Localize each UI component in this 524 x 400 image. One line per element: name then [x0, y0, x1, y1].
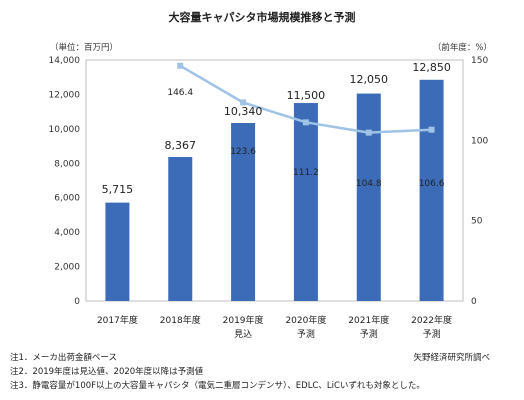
bar [419, 79, 444, 302]
x-category-label: 2018年度 [160, 314, 201, 326]
x-category-label: 2017年度 [97, 314, 138, 326]
note-1: 注1．メーカ出荷金額ベース [10, 352, 117, 363]
bar [356, 93, 381, 301]
y-right-tick-label: 50 [471, 217, 483, 227]
x-category-sublabel: 予測 [297, 328, 315, 340]
x-category-label: 2022年度 [411, 314, 452, 326]
x-category-label: 2019年度 [223, 314, 264, 326]
bar [105, 202, 130, 301]
y-left-tick-label: 14,000 [49, 56, 81, 66]
rate-value-label: 123.6 [230, 147, 256, 157]
rate-value-label: 146.4 [167, 88, 193, 98]
y-right-tick-label: 100 [471, 136, 488, 146]
bar-value-label: 11,500 [287, 89, 326, 102]
bar-value-label: 5,715 [102, 183, 134, 196]
y-left-tick-label: 12,000 [49, 90, 81, 100]
bar-value-label: 8,367 [165, 139, 197, 152]
left-unit-label: （単位：百万円） [50, 42, 118, 53]
y-right-tick-label: 150 [471, 56, 488, 66]
rate-marker [177, 62, 184, 69]
y-left-tick-label: 10,000 [49, 125, 81, 135]
bar-value-label: 10,340 [224, 105, 263, 118]
x-category-label: 2020年度 [285, 314, 326, 326]
rate-marker [240, 99, 247, 106]
source-label: 矢野経済研究所調べ [413, 352, 490, 363]
rate-value-label: 106.6 [419, 179, 445, 189]
x-category-sublabel: 見込 [234, 329, 252, 340]
rate-marker [428, 126, 435, 133]
bar-value-label: 12,050 [350, 73, 389, 86]
plot-area [85, 59, 464, 302]
rate-value-label: 111.2 [293, 168, 319, 178]
y-left-tick-label: 2,000 [54, 263, 80, 273]
rate-value-label: 104.8 [356, 179, 382, 189]
rate-marker [302, 119, 309, 126]
y-left-tick-label: 4,000 [54, 228, 80, 238]
y-left-tick-label: 0 [74, 297, 80, 307]
chart-title: 大容量キャパシタ市場規模推移と予測 [169, 10, 356, 24]
x-category-sublabel: 予測 [423, 328, 441, 340]
bar [168, 156, 193, 301]
right-unit-label: （前年度：%） [433, 42, 492, 53]
y-left-tick-label: 8,000 [54, 159, 80, 169]
x-category-sublabel: 予測 [360, 328, 378, 340]
rate-marker [365, 129, 372, 136]
note-3: 注3．静電容量が100F以上の大容量キャパシタ（電気二重層コンデンサ）、EDLC… [10, 380, 425, 391]
y-right-tick-label: 0 [471, 297, 477, 307]
x-category-label: 2021年度 [348, 314, 389, 326]
bar-value-label: 12,850 [412, 61, 451, 74]
y-left-tick-label: 6,000 [54, 194, 80, 204]
bar [293, 103, 318, 302]
bar [231, 123, 256, 301]
note-2: 注2．2019年度は見込値、2020年度以降は予測値 [10, 366, 204, 377]
